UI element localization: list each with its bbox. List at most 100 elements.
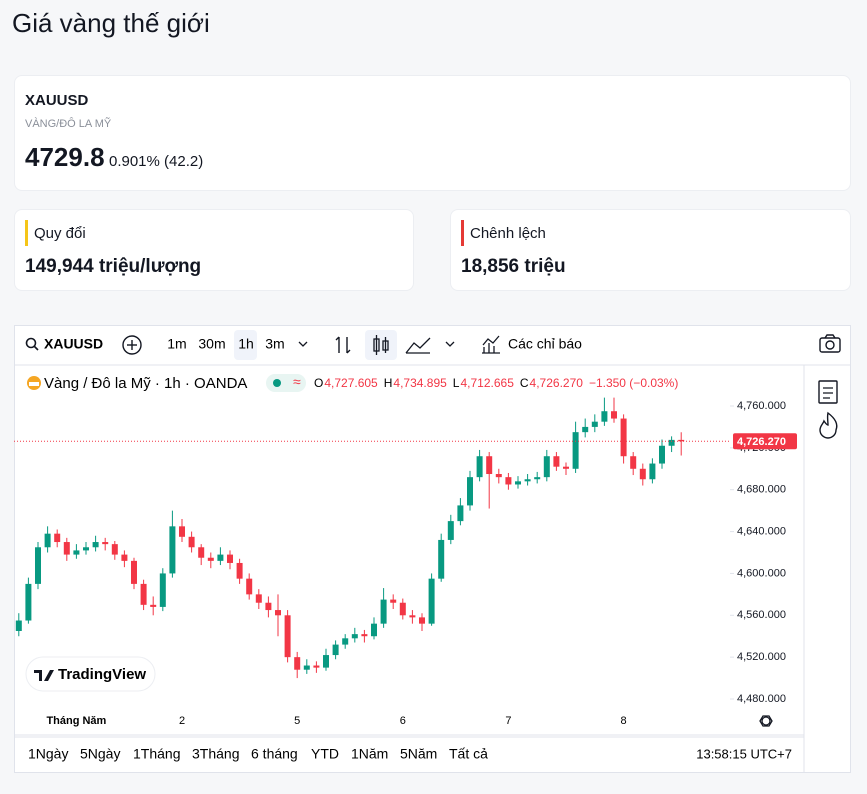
search-button[interactable]: XAUUSD bbox=[25, 336, 104, 352]
ohlc-value: 4,726.270 bbox=[530, 376, 584, 390]
candle-body bbox=[217, 554, 224, 561]
candle-body bbox=[121, 554, 128, 561]
range-button[interactable]: Tất cả bbox=[449, 746, 488, 762]
candle-body bbox=[102, 542, 109, 545]
candle-body bbox=[505, 477, 512, 485]
status-sign: ≈ bbox=[293, 374, 301, 390]
candles-button[interactable] bbox=[373, 335, 389, 355]
candle-body bbox=[150, 604, 157, 607]
interval-active-bg bbox=[234, 330, 257, 360]
candle-body bbox=[438, 539, 445, 579]
candle-body bbox=[294, 657, 301, 670]
candle-body bbox=[207, 557, 214, 561]
candle-body bbox=[227, 554, 233, 563]
area-button[interactable] bbox=[405, 337, 431, 354]
bars-button[interactable] bbox=[335, 336, 351, 354]
info-card: Quy đổi 149,944 triệu/lượng bbox=[14, 209, 414, 291]
candle-body bbox=[534, 477, 541, 480]
range-button[interactable]: 1Năm bbox=[351, 746, 388, 762]
x-tick-label: 5 bbox=[294, 715, 300, 727]
chart-type-active-bg bbox=[365, 330, 397, 360]
screenshot-button[interactable] bbox=[819, 334, 841, 353]
chart-type-menu[interactable] bbox=[445, 341, 455, 347]
candle-body bbox=[140, 583, 147, 605]
description: VÀNG/ĐÔ LA MỸ bbox=[25, 118, 112, 130]
candle-body bbox=[15, 620, 22, 631]
watermark: TradingView bbox=[58, 666, 146, 683]
candle-body bbox=[409, 615, 416, 618]
card-value: 18,856 triệu bbox=[461, 256, 566, 277]
ohlc-value: 4,727.605 bbox=[324, 376, 378, 390]
interval[interactable]: 1h bbox=[238, 336, 254, 352]
candle-body bbox=[54, 533, 61, 543]
x-tick-label: Tháng Năm bbox=[46, 715, 106, 727]
x-tick-label: 2 bbox=[179, 715, 185, 727]
range-button[interactable]: 1Tháng bbox=[133, 746, 180, 762]
interval[interactable]: 30m bbox=[198, 336, 225, 352]
watermark-box bbox=[25, 656, 156, 692]
chart-widget: XAUUSD 1m 30m 1h 3m Các chỉ báo Vàng / Đ… bbox=[14, 325, 851, 773]
y-tick-label: 4,480.000 bbox=[737, 693, 786, 705]
range-button[interactable]: 1Ngày bbox=[28, 746, 68, 762]
y-tick-label: 4,560.000 bbox=[737, 609, 786, 621]
hotlist-button[interactable] bbox=[819, 411, 838, 439]
interval[interactable]: 1m bbox=[167, 336, 186, 352]
y-tick-label: 4,520.000 bbox=[737, 651, 786, 663]
candle-body bbox=[198, 547, 205, 558]
candle-body bbox=[131, 560, 137, 584]
ohlc-key: H bbox=[384, 376, 393, 390]
candle-body bbox=[303, 665, 310, 670]
last-price-box bbox=[733, 433, 797, 450]
candle-body bbox=[361, 634, 368, 637]
candle-body bbox=[111, 544, 118, 555]
status-dot bbox=[273, 379, 281, 387]
indicators-icon[interactable] bbox=[482, 335, 500, 354]
candle-body bbox=[630, 456, 637, 469]
chart-legend-title: Vàng / Đô la Mỹ · 1h · OANDA bbox=[44, 375, 247, 392]
compare-button[interactable] bbox=[122, 335, 142, 355]
candle-body bbox=[44, 533, 51, 548]
candle-body bbox=[73, 550, 80, 555]
indicators-button[interactable]: Các chỉ báo bbox=[508, 336, 582, 352]
range-button[interactable]: YTD bbox=[311, 746, 339, 762]
last-price-label: 4,726.270 bbox=[737, 436, 786, 448]
y-tick-label: 4,600.000 bbox=[737, 567, 786, 579]
candle-body bbox=[332, 644, 339, 656]
candle-body bbox=[649, 463, 656, 480]
x-tick-label: 8 bbox=[621, 715, 627, 727]
change: 0.901% (42.2) bbox=[108, 153, 204, 170]
candle-body bbox=[169, 526, 176, 574]
candle-body bbox=[428, 578, 435, 624]
candle-body bbox=[323, 655, 329, 668]
candle-body bbox=[265, 602, 272, 611]
candle-body bbox=[553, 456, 560, 467]
candle-body bbox=[255, 594, 262, 603]
candle-body bbox=[63, 542, 70, 555]
symbol: XAUUSD bbox=[25, 92, 89, 109]
ohlc-key: L bbox=[453, 376, 460, 390]
candle-body bbox=[236, 562, 243, 579]
range-button[interactable]: 5Năm bbox=[400, 746, 437, 762]
candle-body bbox=[399, 602, 406, 616]
ohlc-key: O bbox=[314, 376, 323, 390]
status-pill bbox=[266, 374, 306, 392]
card-value: 149,944 triệu/lượng bbox=[25, 256, 202, 277]
toolbar-symbol[interactable]: XAUUSD bbox=[44, 336, 103, 352]
range-button[interactable]: 5Ngày bbox=[80, 746, 120, 762]
settings-button[interactable] bbox=[759, 715, 773, 727]
watermark-logo bbox=[34, 670, 54, 681]
candle-body bbox=[591, 421, 598, 427]
y-tick-label: 4,680.000 bbox=[737, 484, 786, 496]
candle-body bbox=[284, 615, 291, 658]
watchlist-button[interactable] bbox=[818, 380, 838, 404]
range-button[interactable]: 3Tháng bbox=[192, 746, 239, 762]
candle-body bbox=[467, 477, 473, 506]
candle-body bbox=[476, 456, 483, 478]
accent-bar bbox=[461, 220, 464, 246]
candle-body bbox=[515, 481, 521, 485]
range-button[interactable]: 6 tháng bbox=[251, 746, 298, 762]
interval-menu[interactable] bbox=[298, 341, 308, 347]
interval[interactable]: 3m bbox=[265, 336, 284, 352]
candle-body bbox=[419, 617, 425, 624]
